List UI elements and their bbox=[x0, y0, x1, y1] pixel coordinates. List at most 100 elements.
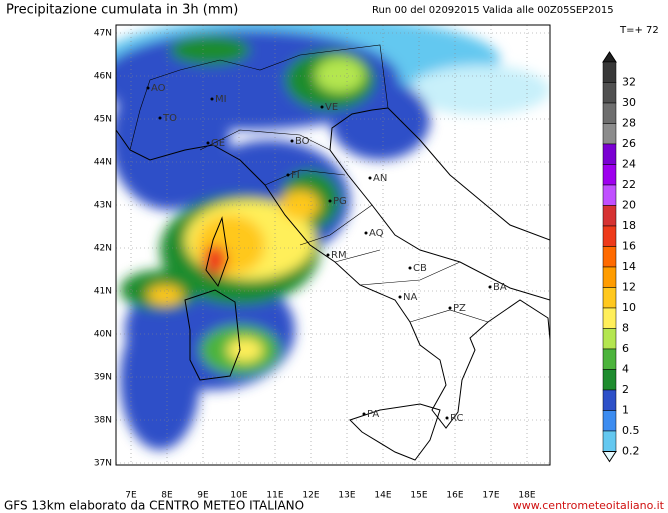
city-dot bbox=[364, 231, 368, 235]
scale-label: 32 bbox=[622, 76, 636, 89]
scale-swatch bbox=[602, 184, 617, 206]
city-label: AO bbox=[151, 83, 166, 94]
scale-swatch bbox=[602, 430, 617, 452]
lon-label: 16E bbox=[446, 491, 463, 501]
city-label: TO bbox=[162, 113, 177, 124]
lat-label: 46N bbox=[94, 72, 112, 82]
city-label: MI bbox=[215, 94, 227, 105]
scale-label: 2 bbox=[622, 383, 629, 396]
scale-swatch bbox=[602, 123, 617, 145]
city-dot bbox=[328, 199, 332, 203]
lon-label: 7E bbox=[125, 491, 137, 501]
city-label: AN bbox=[373, 173, 387, 184]
lon-label: 14E bbox=[374, 491, 391, 501]
city-label: PG bbox=[333, 196, 347, 207]
lon-label: 12E bbox=[302, 491, 319, 501]
scale-label: 28 bbox=[622, 117, 636, 130]
city-label: VE bbox=[325, 102, 338, 113]
city-label: RC bbox=[450, 413, 463, 424]
city-dot bbox=[146, 86, 150, 90]
map-body: AO TO MI GE BO VE FI PG AN AQ RM CB NA BA PZ PA RC bbox=[116, 25, 550, 465]
city-label: PZ bbox=[453, 303, 466, 314]
city-dot bbox=[398, 295, 402, 299]
scale-label: 1 bbox=[622, 404, 629, 417]
scale-swatch bbox=[602, 205, 617, 227]
scale-swatch bbox=[602, 246, 617, 268]
scale-label: 24 bbox=[622, 158, 636, 171]
axis-labels: 47N 46N 45N 44N 43N 42N 41N 40N 39N 38N 37N 7E 8E 9E 1… bbox=[94, 29, 536, 501]
scale-swatch bbox=[602, 102, 617, 124]
scale-label: 14 bbox=[622, 260, 636, 273]
city-label: NA bbox=[403, 292, 417, 303]
lat-label: 43N bbox=[94, 201, 112, 211]
city-label: PA bbox=[367, 409, 379, 420]
lat-label: 47N bbox=[94, 29, 112, 39]
city-label: BA bbox=[493, 282, 507, 293]
lon-label: 13E bbox=[338, 491, 355, 501]
city-label: BO bbox=[295, 136, 310, 147]
scale-label: 4 bbox=[622, 363, 629, 376]
scale-swatch bbox=[602, 410, 617, 432]
scale-swatch bbox=[602, 307, 617, 329]
lat-label: 45N bbox=[94, 115, 112, 125]
scale-swatch bbox=[602, 266, 617, 288]
scale-swatch bbox=[602, 61, 617, 83]
map-border bbox=[115, 24, 551, 466]
city-dot bbox=[408, 266, 412, 270]
city-label: CB bbox=[413, 263, 427, 274]
scale-swatch bbox=[602, 389, 617, 411]
lon-label: 15E bbox=[410, 491, 427, 501]
scale-swatch bbox=[602, 287, 617, 309]
city-dot bbox=[210, 97, 214, 101]
city-dot bbox=[448, 306, 452, 310]
scale-label: 26 bbox=[622, 137, 636, 150]
lon-label: 18E bbox=[518, 491, 535, 501]
scale-swatch bbox=[602, 348, 617, 370]
scale-label: 22 bbox=[622, 178, 636, 191]
scale-label: 30 bbox=[622, 96, 636, 109]
city-dot bbox=[320, 105, 324, 109]
scale-label: 10 bbox=[622, 301, 636, 314]
city-dot bbox=[206, 141, 210, 145]
city-dot bbox=[286, 173, 290, 177]
scale-swatch bbox=[602, 143, 617, 165]
scale-swatch bbox=[602, 164, 617, 186]
lon-label: 9E bbox=[197, 491, 209, 501]
borders bbox=[129, 44, 489, 323]
scale-label: 6 bbox=[622, 342, 629, 355]
city-dot bbox=[362, 412, 366, 416]
coastlines bbox=[116, 107, 550, 461]
scale-label: 0.2 bbox=[622, 445, 640, 458]
forecast-step: T=+ 72 bbox=[619, 25, 659, 36]
title: Precipitazione cumulata in 3h (mm) bbox=[6, 3, 238, 18]
graticule bbox=[116, 25, 550, 465]
lat-label: 39N bbox=[94, 373, 112, 383]
city-dot bbox=[290, 139, 294, 143]
source-credit: GFS 13km elaborato da CENTRO METEO ITALI… bbox=[4, 499, 304, 513]
scale-swatch bbox=[602, 82, 617, 104]
scale-bottom-arrow bbox=[602, 451, 617, 463]
scale-label: 12 bbox=[622, 281, 636, 294]
color-scale: 32 30 28 26 24 22 20 18 16 14 12 10 8 6 4 2 1 0.5 0.2 bbox=[602, 51, 640, 463]
city-label: GE bbox=[211, 138, 225, 149]
scale-top-arrow bbox=[602, 51, 617, 63]
run-info: Run 00 del 02092015 Valida alle 00Z05SEP… bbox=[372, 5, 614, 16]
city-label: AQ bbox=[369, 228, 384, 239]
precipitation-field bbox=[116, 25, 550, 450]
lon-label: 10E bbox=[230, 491, 247, 501]
lat-label: 42N bbox=[94, 244, 112, 254]
city-dot bbox=[445, 416, 449, 420]
website-link[interactable]: www.centrometeoitaliano.it bbox=[513, 499, 665, 512]
lat-label: 37N bbox=[94, 459, 112, 469]
city-dot bbox=[158, 116, 162, 120]
lon-label: 8E bbox=[161, 491, 173, 501]
lat-label: 41N bbox=[94, 287, 112, 297]
lat-label: 40N bbox=[94, 330, 112, 340]
lon-label: 11E bbox=[266, 491, 283, 501]
scale-swatch bbox=[602, 369, 617, 391]
city-markers: AO TO MI GE BO VE FI PG AN AQ RM CB NA BA PZ PA RC bbox=[146, 83, 507, 424]
lon-label: 17E bbox=[482, 491, 499, 501]
city-dot bbox=[488, 285, 492, 289]
